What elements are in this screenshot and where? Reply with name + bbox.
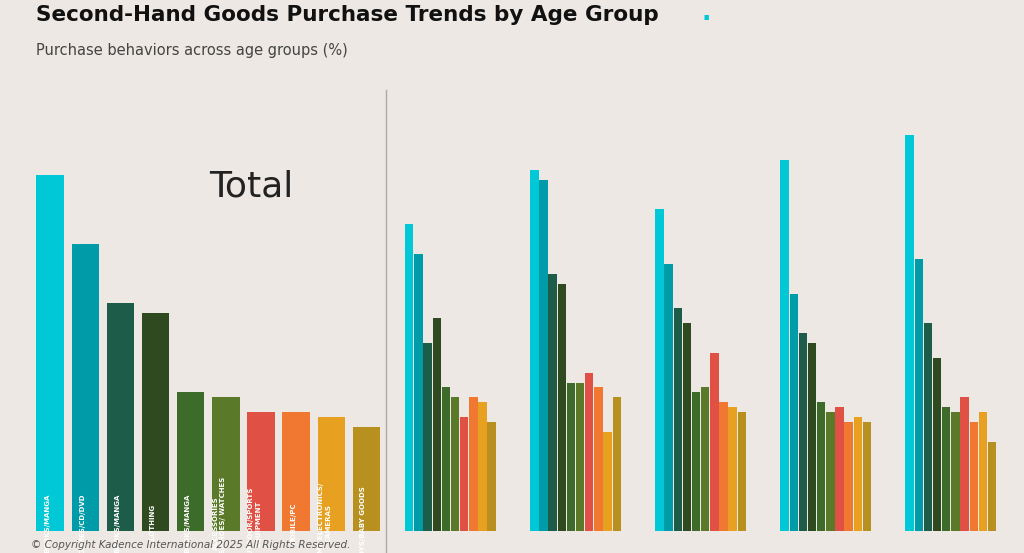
Bar <box>141 314 169 531</box>
Text: BOOKS/MANGA: BOOKS/MANGA <box>115 494 121 553</box>
Text: Total: Total <box>209 169 293 204</box>
Bar <box>106 304 134 531</box>
Bar <box>72 244 99 531</box>
Bar <box>177 393 205 531</box>
Bar <box>317 417 345 531</box>
Bar <box>36 175 63 531</box>
Text: .: . <box>701 1 711 25</box>
Text: OUTDOOR/SPORTS
EQUIPMENT: OUTDOOR/SPORTS EQUIPMENT <box>248 487 261 553</box>
Bar <box>247 412 274 531</box>
Text: BOOKS/MANGA: BOOKS/MANGA <box>44 494 50 553</box>
Text: MOBILE/PC: MOBILE/PC <box>290 502 296 545</box>
Bar <box>352 427 380 531</box>
Text: GAMES/CD/DVD: GAMES/CD/DVD <box>79 493 85 553</box>
Text: Second-Hand Goods Purchase Trends by Age Group: Second-Hand Goods Purchase Trends by Age… <box>36 5 658 25</box>
Text: TOYS/BABY GOODS: TOYS/BABY GOODS <box>360 486 367 553</box>
Text: BOOKS/MANGA: BOOKS/MANGA <box>184 494 190 553</box>
Bar <box>283 412 310 531</box>
Text: © Copyright Kadence International 2025 All Rights Reserved.: © Copyright Kadence International 2025 A… <box>31 540 350 550</box>
Text: ACCESSORIES
BAGS/SHOES/ WATCHES: ACCESSORIES BAGS/SHOES/ WATCHES <box>213 477 226 553</box>
Bar <box>212 398 240 531</box>
Text: CLOTHING: CLOTHING <box>150 503 156 544</box>
Text: HOME ELECTRONICS/
CAMERAS: HOME ELECTRONICS/ CAMERAS <box>318 482 332 553</box>
Text: Purchase behaviors across age groups (%): Purchase behaviors across age groups (%) <box>36 43 347 58</box>
